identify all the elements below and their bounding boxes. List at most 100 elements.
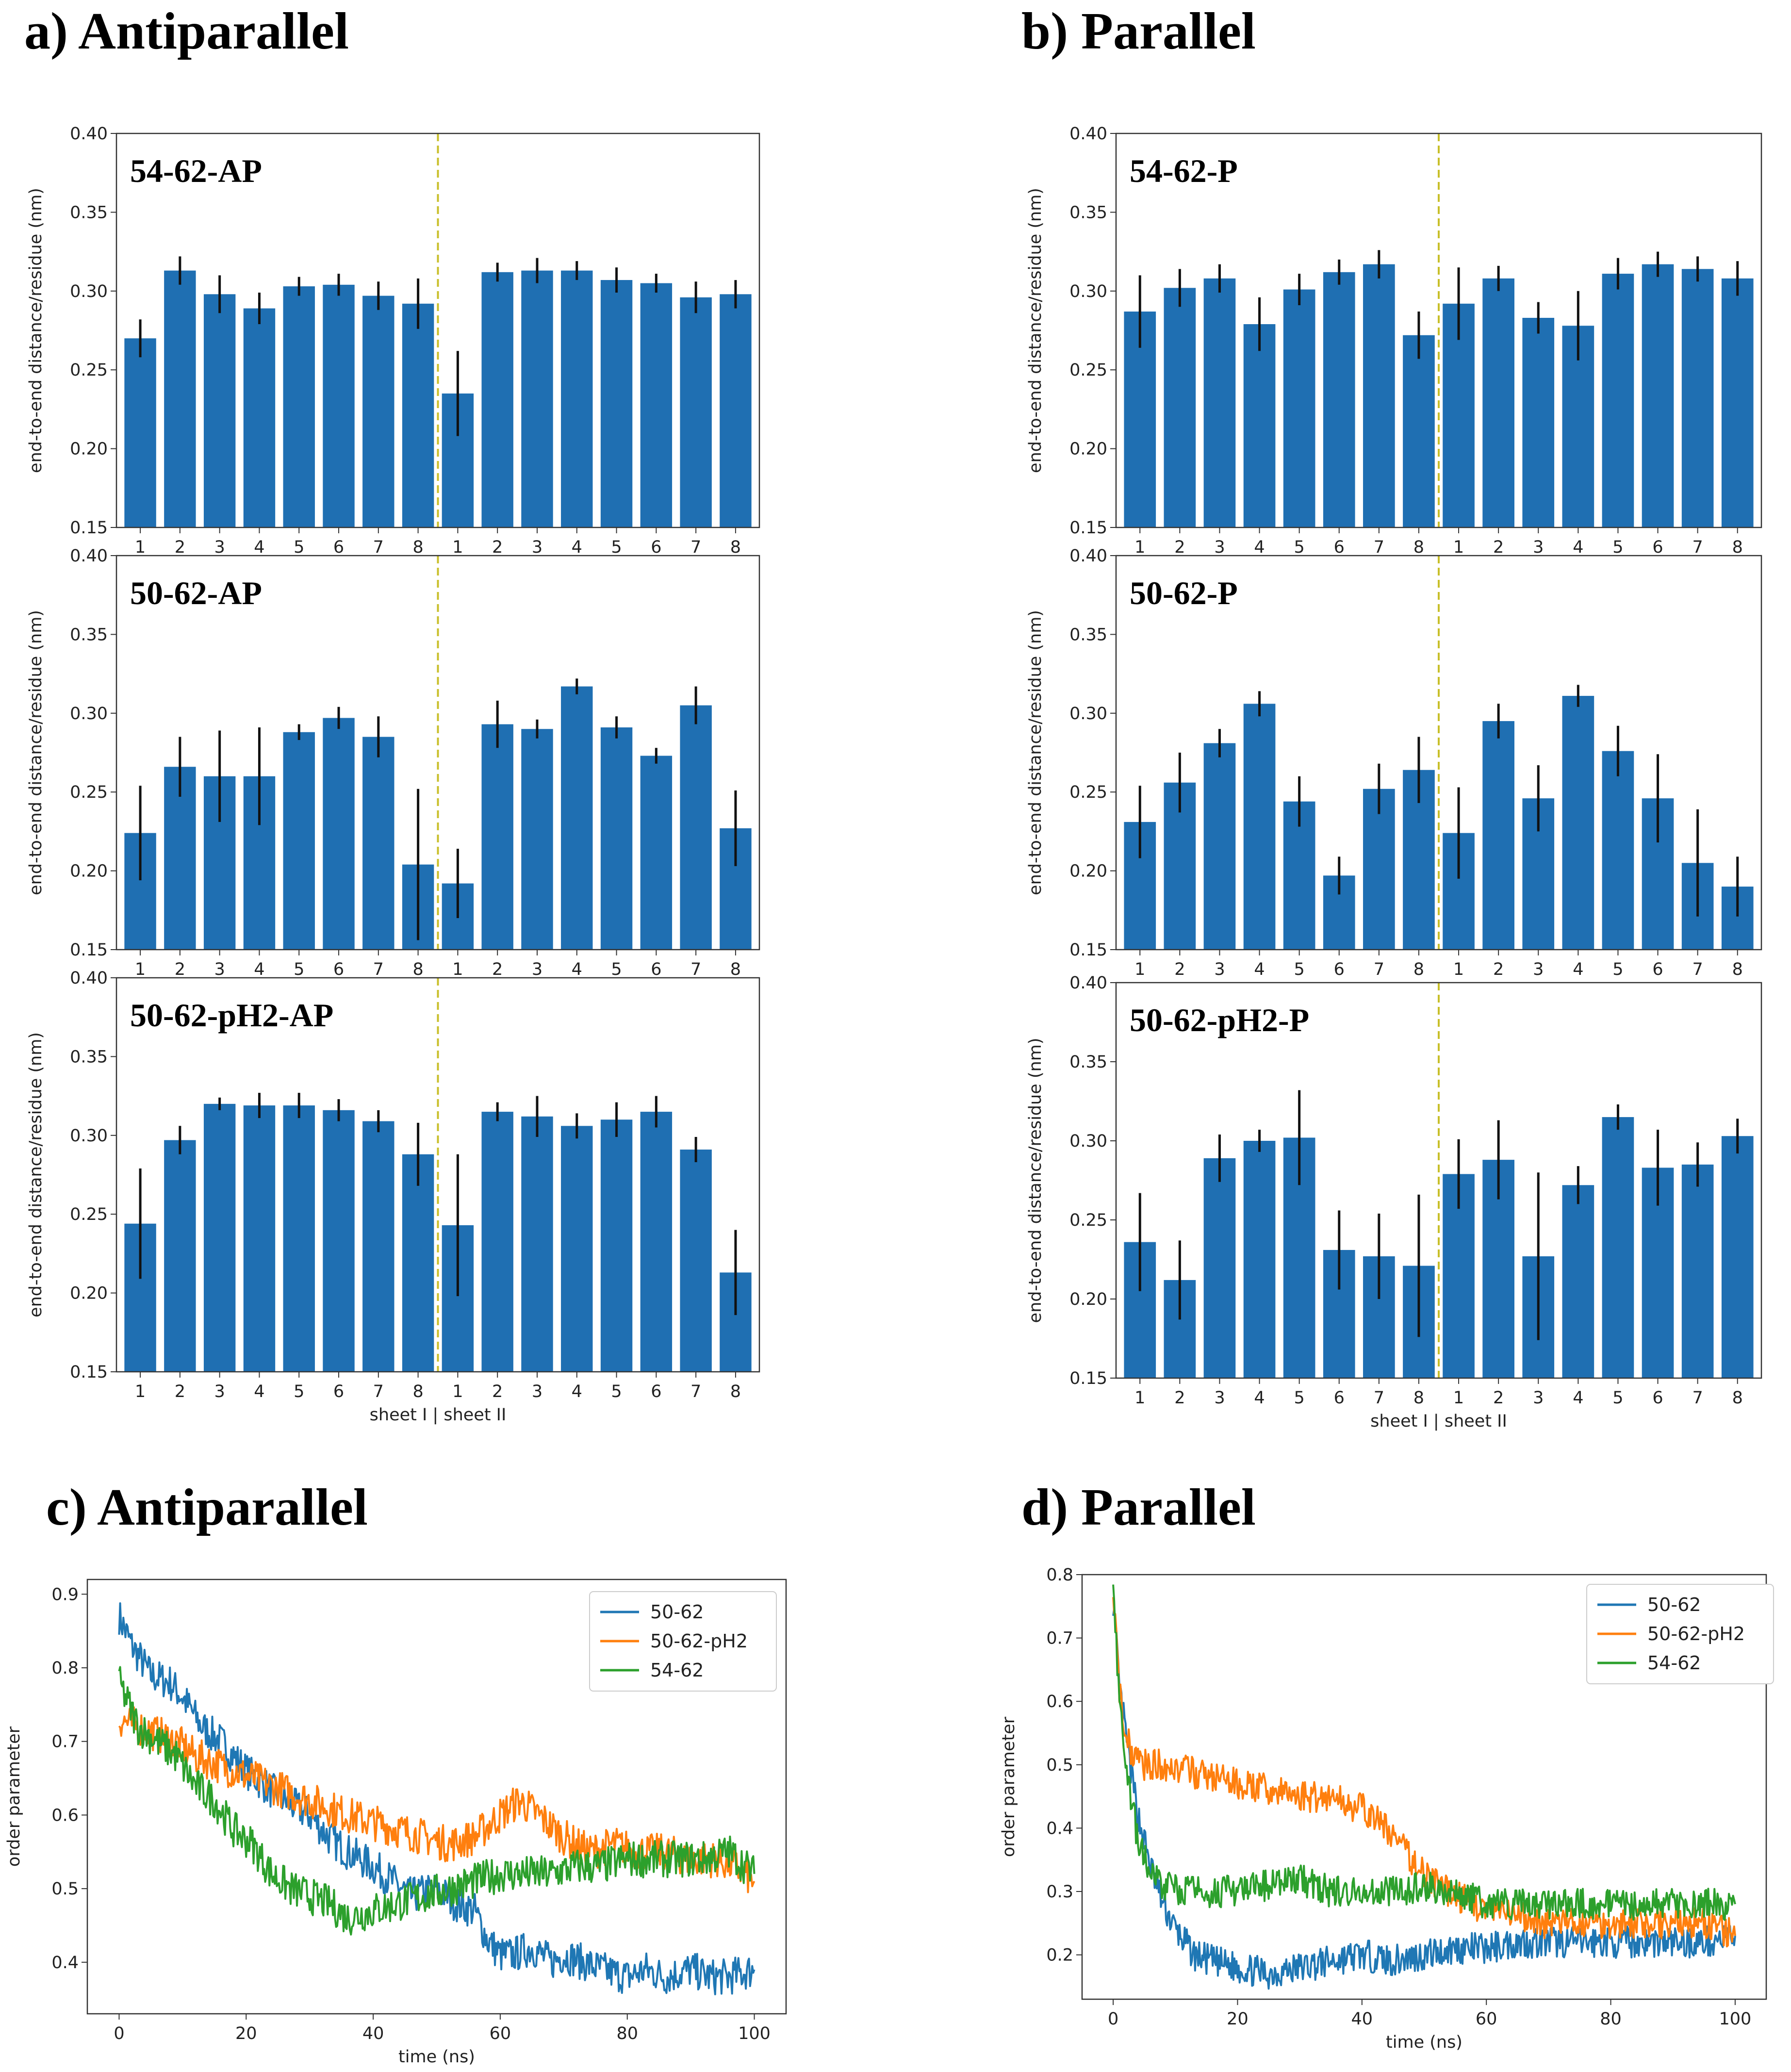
y-tick-label: 0.2 [1046,1946,1073,1965]
x-tick-label: 8 [1732,1388,1743,1408]
bar [1363,789,1395,950]
y-tick-label: 0.8 [1046,1565,1073,1585]
x-tick-label: 4 [1254,538,1265,557]
x-tick-label: 6 [333,960,344,979]
bar [680,705,712,950]
x-tick-label: 5 [1612,960,1623,979]
legend-label: 50-62-pH2 [1647,1623,1745,1644]
line-chart-c: 0.4 0.5 0.6 0.7 0.8 0.9 0 20 40 60 80 100 50-62 50-62… [4,1579,787,2067]
x-tick-label: 4 [1254,960,1265,979]
x-tick-label: 1 [1134,538,1145,557]
x-tick-label: 7 [690,538,701,557]
x-tick-label: 4 [572,538,582,557]
x-tick-label: 2 [492,1382,503,1401]
x-tick-label: 1 [1453,960,1464,979]
line-chart-d: 0.2 0.3 0.4 0.5 0.6 0.7 0.8 0 20 40 60 80 100 50-62 50… [999,1565,1774,2052]
bar-chart-b1: 0.15 0.20 0.25 0.30 0.35 0.40 1 2 3 4 5 6 7 8 1 2 3 4 5 6 7 8… [1026,124,1762,557]
bar [243,1105,276,1372]
plots: 0.150.200.250.300.350.401 2 3 4 5 6 7 8 1 2 3 4 5 6 7 8… [4,124,1774,2067]
legend-box [589,1591,777,1692]
x-tick-label: 2 [1493,538,1504,557]
bar [323,718,355,950]
plot-frame [86,1579,787,2015]
bar [323,1110,355,1372]
bar [600,1119,633,1372]
y-axis-label: end-to-end distance/residue (nm) [26,610,46,895]
y-tick-label: 0.3 [1046,1882,1073,1902]
bar [481,724,513,950]
bar [283,1105,315,1372]
y-tick-label: 0.20 [70,440,108,459]
y-tick-label: 0.20 [70,862,108,881]
x-axis-label: sheet I | sheet II [370,1405,507,1425]
bar-chart-a3: 0.15 0.20 0.25 0.30 0.35 0.40 1 2 3 4 5 6 7 8 1 2 3 4 5 6 7 8… [26,969,760,1425]
bar [362,296,394,527]
bar [124,338,156,527]
y-axis-label: end-to-end distance/residue (nm) [26,188,46,473]
y-tick-label: 0.30 [1069,282,1107,301]
bar [1681,269,1714,527]
bar [362,737,394,950]
y-tick-label: 0.40 [1069,124,1107,144]
x-tick-label: 60 [1476,2009,1497,2029]
bar [1323,272,1355,527]
bar [402,1154,434,1372]
y-axis-label: end-to-end distance/residue (nm) [1026,1038,1045,1323]
bar [680,1150,712,1372]
x-tick-label: 8 [412,1382,423,1401]
x-tick-label: 1 [135,538,146,557]
y-tick-label: 0.4 [1046,1819,1073,1838]
x-tick-label: 6 [1334,1388,1345,1408]
y-axis-label: end-to-end distance/residue (nm) [1026,188,1045,473]
legend-label: 50-62-pH2 [650,1630,748,1652]
x-tick-label: 7 [690,1382,701,1401]
y-tick-label: 0.30 [70,704,108,724]
panel-label: 54-62-P [1130,152,1238,189]
plot-frame [115,555,760,951]
y-tick-label: 0.40 [1069,546,1107,566]
bar [1243,324,1276,527]
x-tick-label: 3 [532,538,542,557]
series-line [1112,1607,1736,1990]
x-tick-label: 3 [1214,1388,1225,1408]
bar [283,286,315,527]
x-tick-label: 7 [1374,1388,1384,1408]
x-tick-label: 7 [373,538,384,557]
x-tick-label: 7 [1374,538,1384,557]
series-line [118,1706,756,1893]
y-tick-label: 0.25 [70,361,108,380]
y-tick-label: 0.6 [1046,1692,1073,1711]
x-tick-label: 3 [1214,960,1225,979]
bar-chart-b3: 0.15 0.20 0.25 0.30 0.35 0.40 1 2 3 4 5 6 7 8 1 2 3 4 5 6 7 8… [1026,973,1762,1431]
y-tick-label: 0.40 [70,969,108,988]
x-tick-label: 2 [1174,960,1185,979]
x-tick-label: 20 [235,2024,257,2043]
bar [640,756,673,950]
bar [1482,721,1514,950]
y-tick-label: 0.30 [70,1126,108,1146]
bar [1363,264,1395,527]
bar [164,1140,196,1372]
x-tick-label: 80 [616,2024,638,2043]
x-tick-label: 3 [214,960,225,979]
bar [402,303,434,527]
x-tick-label: 5 [1294,1388,1305,1408]
x-tick-label: 7 [373,960,384,979]
x-tick-label: 3 [532,960,542,979]
section-title-c: c) Antiparallel [46,1479,368,1536]
series-line [118,1666,756,1936]
bar [323,284,355,527]
x-tick-label: 7 [373,1382,384,1401]
y-tick-label: 0.25 [1069,1211,1107,1230]
x-tick-label: 2 [175,960,185,979]
x-tick-label: 6 [1334,960,1345,979]
x-tick-label: 2 [1174,538,1185,557]
x-tick-label: 7 [1692,538,1703,557]
x-tick-label: 1 [1453,1388,1464,1408]
x-tick-label: 2 [1493,960,1504,979]
y-tick-label: 0.15 [70,940,108,960]
bar [1642,264,1674,527]
x-tick-label: 1 [1453,538,1464,557]
y-axis-label: end-to-end distance/residue (nm) [26,1032,46,1317]
